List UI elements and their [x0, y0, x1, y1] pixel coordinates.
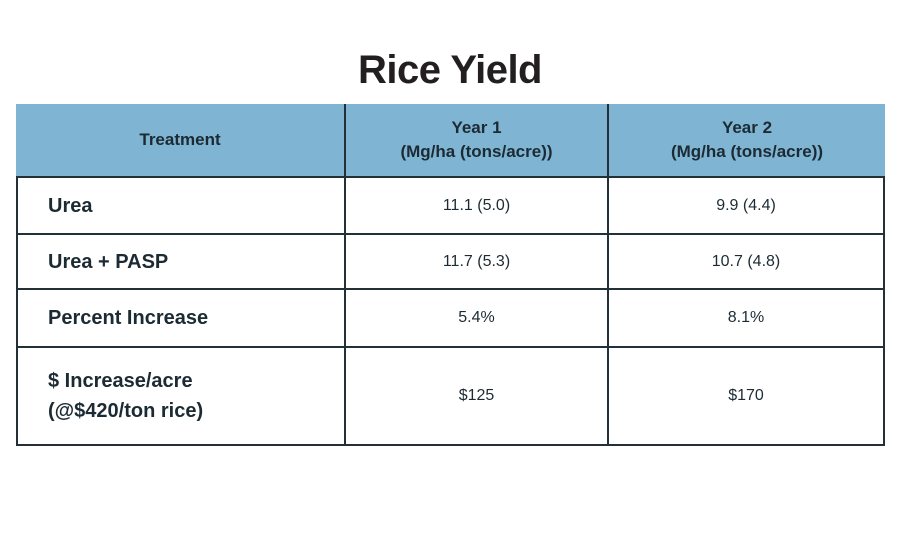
header-year2-line2: (Mg/ha (tons/acre)): [670, 142, 824, 161]
urea-year1-value: 11.1 (5.0): [344, 178, 607, 233]
row-label-urea-pasp: Urea + PASP: [48, 250, 169, 273]
row-label-percent-increase: Percent Increase: [48, 307, 209, 329]
page: Rice Yield Treatment Year 1 (Mg/ha (tons…: [0, 50, 900, 550]
header-treatment-label: Treatment: [139, 130, 221, 150]
header-year1-line1: Year 1: [451, 118, 502, 138]
table-header-row: Treatment Year 1 (Mg/ha (tons/acre)) Yea…: [16, 104, 885, 176]
dollar-increase-year1-value: $125: [344, 348, 607, 444]
dollar-increase-label-line1: $ Increase/acre: [48, 370, 193, 392]
header-year1-line2: (Mg/ha (tons/acre)): [400, 142, 553, 161]
urea-pasp-year2-value: 10.7 (4.8): [607, 235, 883, 288]
dollar-increase-label-line2: (@$420/ton rice): [48, 400, 204, 422]
table-row-percent-increase: Percent Increase 5.4% 8.1%: [18, 288, 883, 346]
table-row-urea: Urea 11.1 (5.0) 9.9 (4.4): [18, 178, 883, 233]
page-title: Rice Yield: [358, 48, 542, 92]
dollar-increase-year2-value: $170: [607, 348, 883, 444]
row-label-dollar-increase: $ Increase/acre (@$420/ton rice): [18, 348, 344, 444]
rice-yield-table: Treatment Year 1 (Mg/ha (tons/acre)) Yea…: [16, 104, 885, 446]
table-row-dollar-increase: $ Increase/acre (@$420/ton rice) $125 $1…: [18, 346, 883, 444]
percent-increase-year2-value: 8.1%: [607, 290, 883, 346]
table-body: Urea 11.1 (5.0) 9.9 (4.4) Urea + PASP 11…: [16, 176, 885, 446]
percent-increase-year1-value: 5.4%: [344, 290, 607, 346]
header-cell-year2: Year 2 (Mg/ha (tons/acre)): [607, 104, 885, 176]
urea-pasp-year1-value: 11.7 (5.3): [344, 235, 607, 288]
header-cell-treatment: Treatment: [16, 104, 344, 176]
table-row-urea-pasp: Urea + PASP 11.7 (5.3) 10.7 (4.8): [18, 233, 883, 288]
header-year2-line1: Year 2: [721, 118, 773, 138]
row-label-urea: Urea: [48, 194, 93, 217]
urea-year2-value: 9.9 (4.4): [607, 178, 883, 233]
header-cell-year1: Year 1 (Mg/ha (tons/acre)): [344, 104, 607, 176]
